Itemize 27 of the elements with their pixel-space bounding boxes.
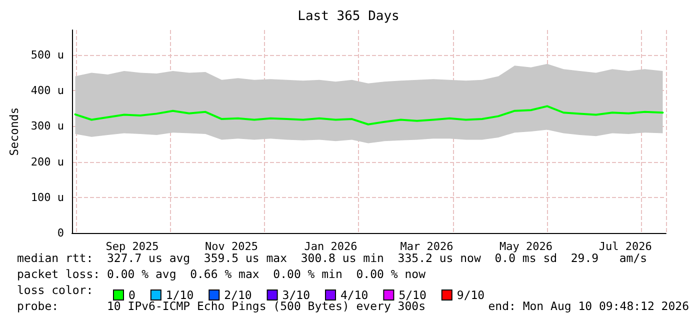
chart-title: Last 365 Days [298, 9, 400, 24]
x-tick-label: Jan 2026 [304, 240, 358, 253]
y-tick-label: 400 u [30, 84, 64, 98]
y-tick-label: 300 u [30, 120, 64, 133]
text: packet loss: 0.00 % avg 0.66 % max 0.00 % min 0.00 % now [17, 267, 426, 281]
text: probe: 10 IPv6-ICMP Echo Pings (500 Bytes) every 300s [17, 299, 426, 313]
legend-label: 2/10 [224, 288, 252, 302]
y-tick-label: 0 [57, 226, 64, 240]
x-tick-label: Mar 2026 [400, 240, 454, 253]
legend-title: loss color: [17, 283, 94, 297]
legend-label: 3/10 [282, 288, 310, 302]
text: end: Mon Aug 10 09:48:12 2026 [488, 299, 690, 313]
x-tick-label: May 2026 [500, 240, 553, 253]
x-tick-label: Jul 2026 [598, 240, 652, 253]
legend-label: 9/10 [456, 288, 485, 302]
legend-label: 4/10 [340, 288, 368, 302]
x-tick-label: Sep 2025 [106, 240, 159, 253]
legend-label: 1/10 [166, 288, 194, 302]
legend-label: 0 [128, 288, 136, 302]
y-tick-label: 500 u [30, 48, 64, 62]
x-tick-label: Nov 2025 [205, 240, 258, 253]
line-series [74, 105, 664, 126]
y-axis-title: Seconds [7, 107, 21, 156]
y-tick-label: 200 u [30, 155, 64, 168]
text: median rtt: 327.7 us avg 359.5 us max 300.8 us min 335.2 us now 0.0 ms sd 29.9 am/s [17, 251, 648, 265]
y-tick-label: 100 u [30, 190, 64, 204]
legend-label: 5/10 [398, 288, 426, 302]
